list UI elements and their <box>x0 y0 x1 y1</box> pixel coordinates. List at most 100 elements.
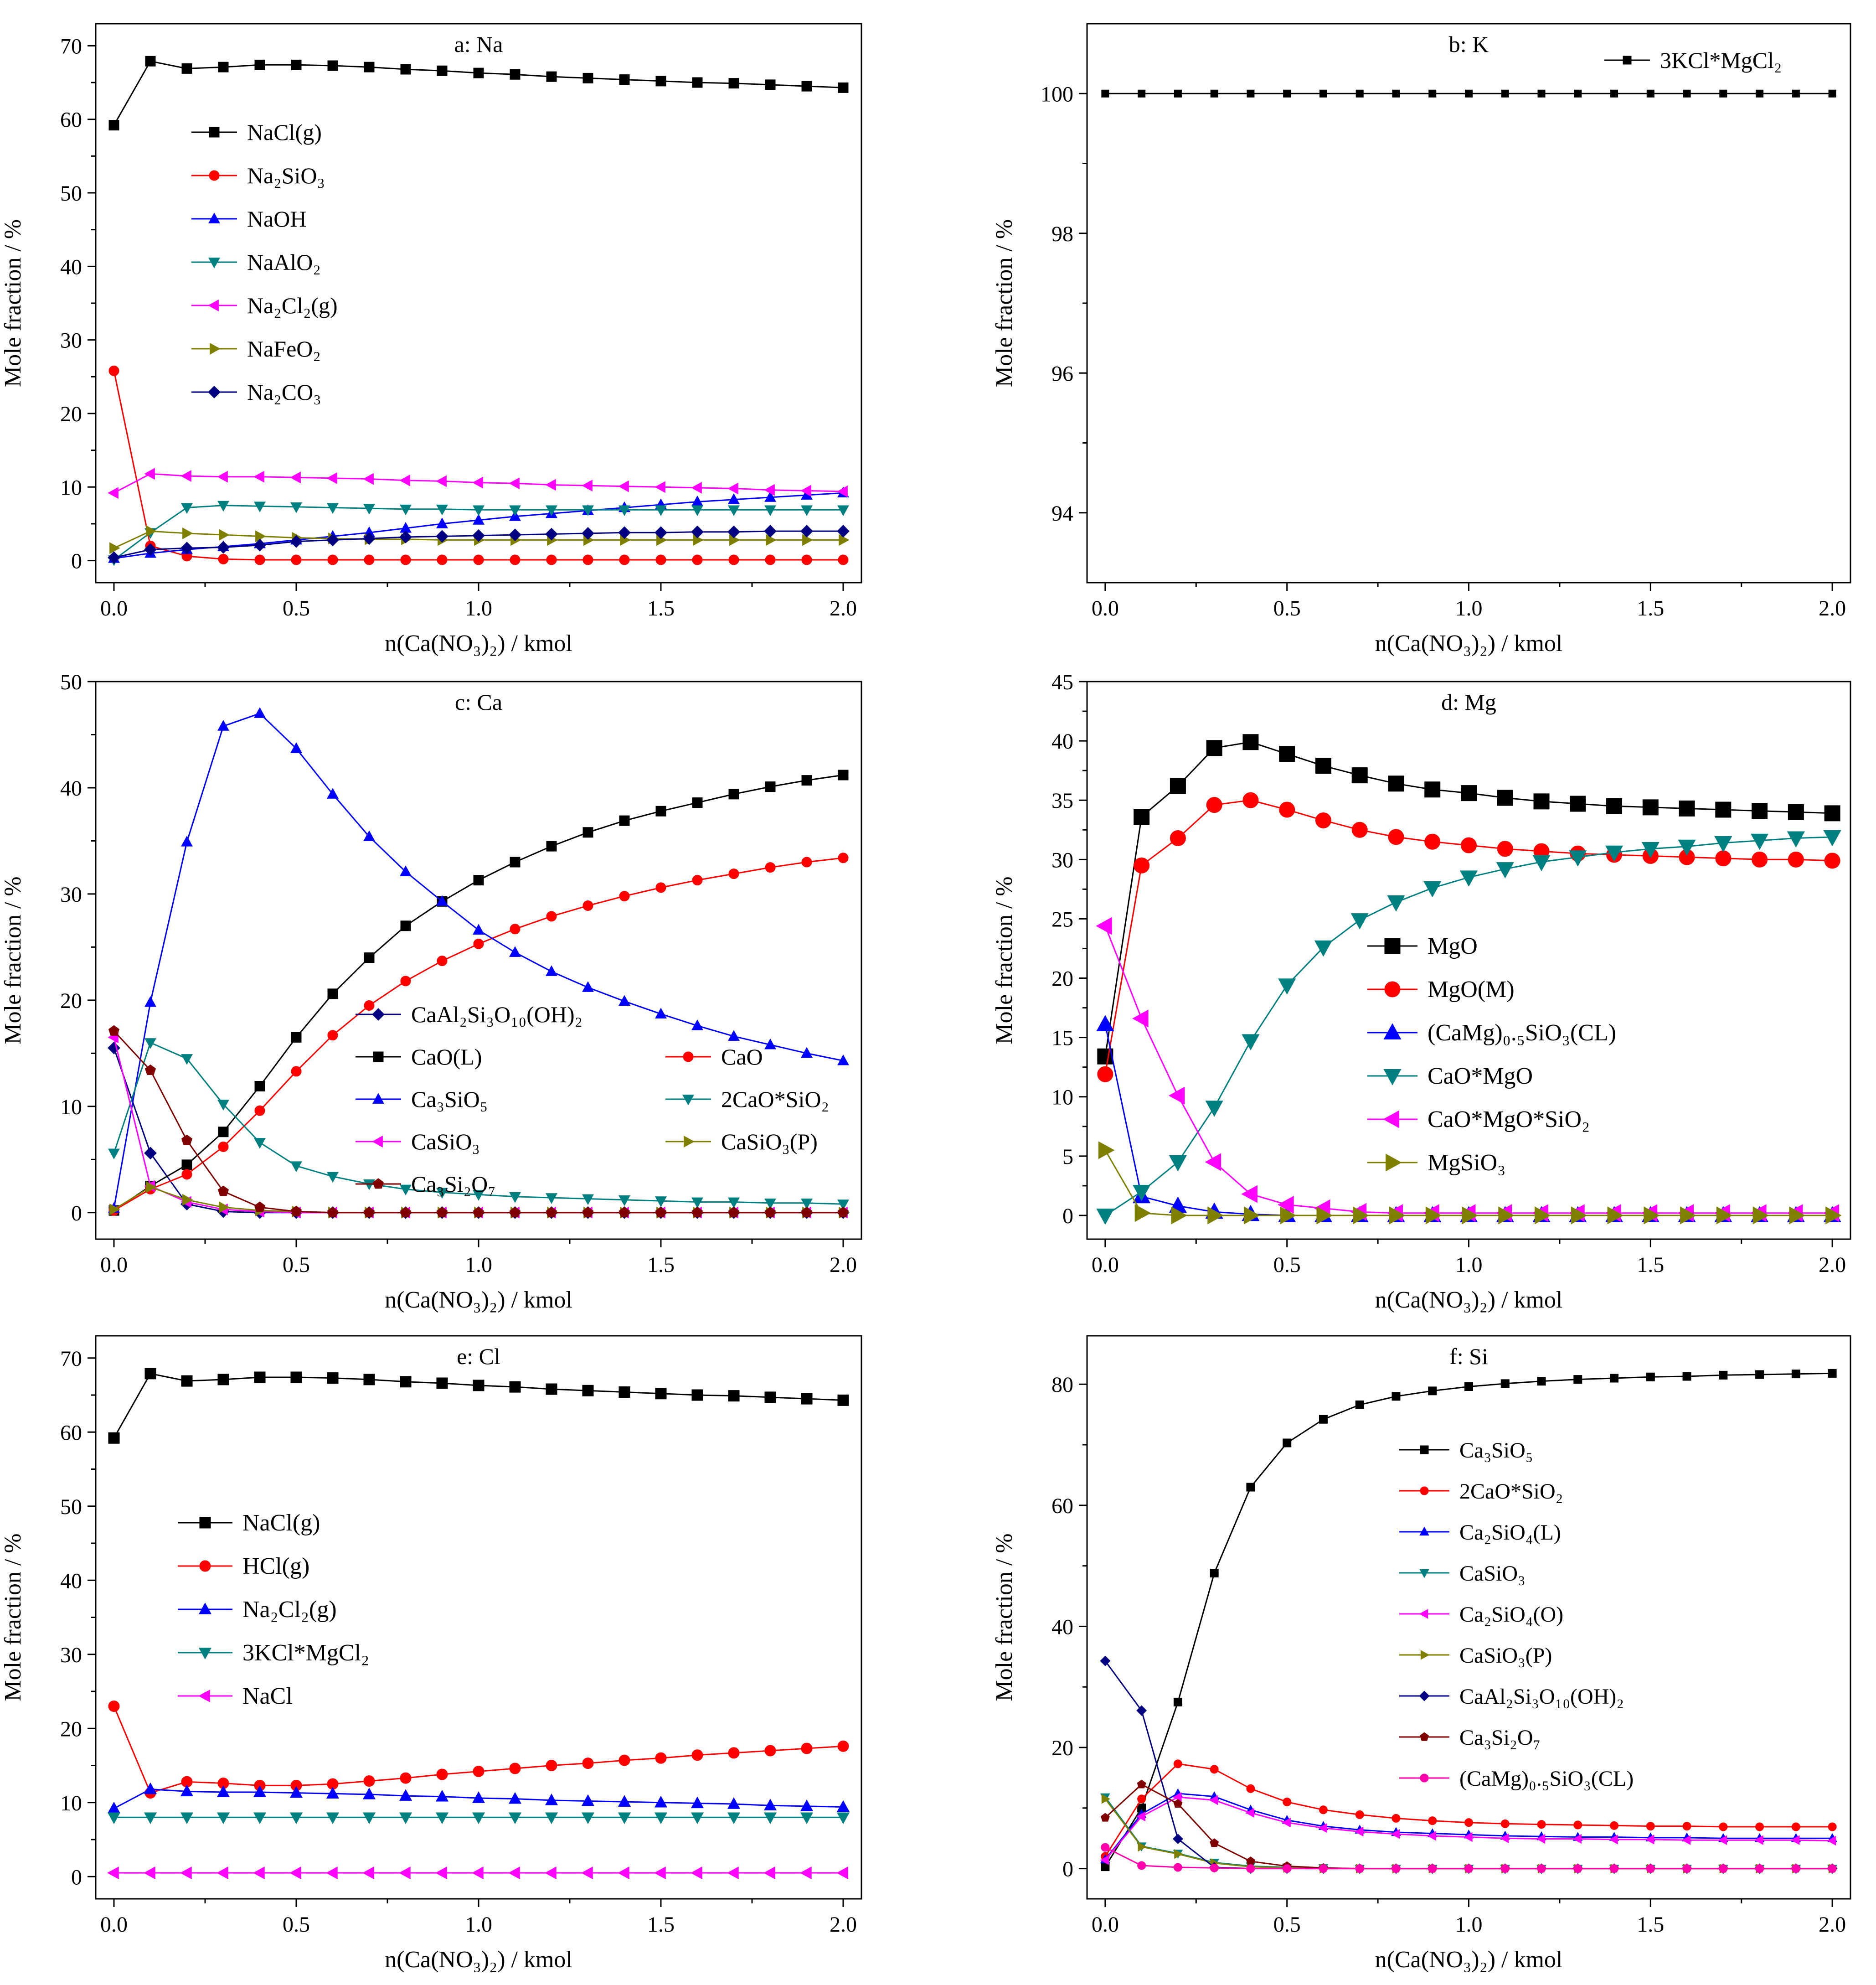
series-2 <box>108 853 849 1216</box>
data-point <box>144 1064 156 1075</box>
data-point <box>1465 89 1473 98</box>
x-axis-label: n(Ca(NO₃)₂) / kmol <box>1375 631 1563 656</box>
data-point <box>1716 1206 1733 1225</box>
data-point <box>326 1866 338 1880</box>
data-point <box>326 1787 340 1799</box>
x-tick-label: 1.5 <box>1637 1253 1664 1277</box>
data-point <box>290 1205 302 1216</box>
data-point <box>1246 1856 1255 1866</box>
data-point <box>765 862 776 873</box>
legend-marker <box>1383 1023 1402 1039</box>
data-point <box>691 505 703 516</box>
data-point <box>691 1197 703 1209</box>
data-point <box>254 1138 266 1149</box>
data-point <box>728 1747 740 1759</box>
data-point <box>144 1866 155 1880</box>
y-tick-label: 0 <box>71 1201 82 1225</box>
data-point <box>1388 775 1404 792</box>
data-point <box>838 770 849 781</box>
data-point <box>1755 1370 1764 1379</box>
y-tick-label: 40 <box>1051 729 1073 754</box>
x-tick-label: 2.0 <box>1819 1253 1846 1277</box>
data-point <box>1533 793 1550 810</box>
legend-marker <box>1383 1110 1399 1128</box>
y-axis-label: Mole fraction / % <box>991 1533 1017 1701</box>
data-point <box>363 830 375 841</box>
data-point <box>1245 1808 1255 1818</box>
y-tick-label: 100 <box>1041 82 1073 106</box>
data-point <box>1719 1864 1728 1873</box>
data-point <box>654 1812 668 1825</box>
series-0 <box>108 56 849 131</box>
data-point <box>472 1791 485 1803</box>
data-point <box>1282 1817 1291 1828</box>
data-point <box>1788 804 1804 820</box>
data-point <box>436 1768 448 1780</box>
data-point <box>1355 1864 1364 1873</box>
data-point <box>1532 855 1551 872</box>
data-point <box>1319 1805 1328 1814</box>
y-tick-label: 15 <box>1051 1026 1073 1050</box>
legend-marker <box>372 1178 384 1189</box>
data-point <box>618 1754 630 1766</box>
data-point <box>291 1032 302 1043</box>
data-point <box>1138 1842 1147 1852</box>
legend-label: NaCl <box>242 1683 293 1709</box>
data-point <box>728 868 739 879</box>
y-tick-label: 50 <box>60 1495 82 1519</box>
data-point <box>473 514 484 525</box>
data-point <box>1464 1864 1473 1873</box>
data-point <box>802 534 813 546</box>
series-3 <box>1096 830 1841 1225</box>
data-point <box>1100 1655 1111 1666</box>
data-point <box>1719 89 1727 98</box>
y-tick-label: 5 <box>1062 1145 1073 1169</box>
data-point <box>728 1390 740 1402</box>
legend-label: CaO(L) <box>411 1044 482 1070</box>
data-point <box>1206 797 1222 813</box>
data-point <box>472 529 485 542</box>
x-tick-label: 1.0 <box>1455 596 1483 620</box>
data-point <box>181 836 193 847</box>
legend-label: CaAl₂Si₃O₁₀(OH)₂ <box>411 1002 582 1027</box>
legend-marker <box>683 1051 694 1062</box>
legend-marker <box>372 1008 385 1021</box>
legend-marker <box>1419 1526 1429 1536</box>
data-point <box>1391 1829 1400 1839</box>
data-point <box>1243 1206 1260 1225</box>
data-point <box>1500 1379 1510 1388</box>
data-point <box>1791 1822 1800 1831</box>
x-tick-label: 1.0 <box>465 596 492 620</box>
x-tick-label: 1.0 <box>1455 1253 1483 1277</box>
data-point <box>1642 799 1659 816</box>
data-point <box>1752 1206 1769 1225</box>
series-4 <box>108 1038 849 1210</box>
data-point <box>727 1812 741 1825</box>
data-point <box>1609 1835 1618 1845</box>
data-point <box>1681 1835 1691 1845</box>
y-tick-label: 0 <box>71 549 82 574</box>
series-1 <box>108 1701 849 1799</box>
data-point <box>182 1194 193 1206</box>
data-point <box>801 1742 813 1754</box>
y-tick-label: 20 <box>60 1717 82 1741</box>
data-point <box>436 530 448 543</box>
data-point <box>364 952 375 963</box>
data-point <box>1461 837 1477 853</box>
y-tick-label: 30 <box>60 883 82 907</box>
legend-label: MgO(M) <box>1428 977 1515 1003</box>
legend-label: CaAl₂Si₃O₁₀(OH)₂ <box>1459 1685 1624 1709</box>
data-point <box>582 1207 594 1218</box>
data-point <box>327 1172 339 1183</box>
data-point <box>1464 1832 1473 1842</box>
data-point <box>1210 1569 1219 1578</box>
chart-title: a: Na <box>454 31 503 57</box>
data-point <box>839 534 850 546</box>
data-point <box>399 474 410 486</box>
data-point <box>1172 1834 1183 1845</box>
data-point <box>254 1081 265 1092</box>
data-point <box>618 1386 630 1398</box>
data-point <box>364 554 375 565</box>
data-point <box>691 481 702 494</box>
data-point <box>400 976 411 987</box>
